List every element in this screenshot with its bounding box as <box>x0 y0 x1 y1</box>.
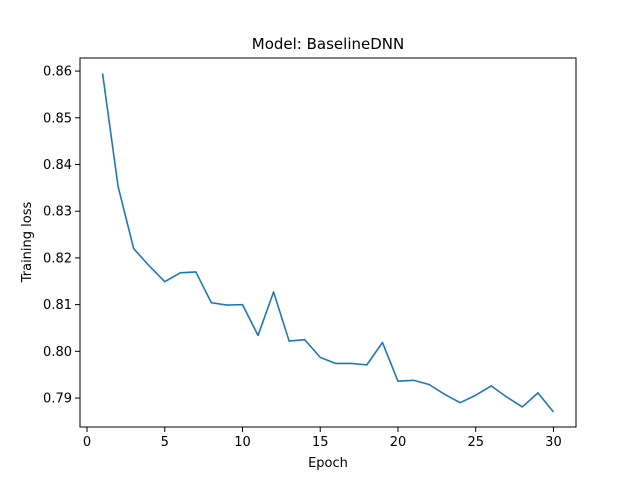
y-tick-label: 0.81 <box>43 298 72 313</box>
y-tick-label: 0.80 <box>43 345 72 360</box>
chart-title: Model: BaselineDNN <box>252 35 404 53</box>
x-axis-label: Epoch <box>308 456 348 471</box>
x-tick-label: 10 <box>234 435 251 450</box>
x-axis: 0 5 10 15 20 25 30 <box>83 427 562 450</box>
x-tick-label: 0 <box>83 435 91 450</box>
y-tick-label: 0.86 <box>43 65 72 80</box>
x-tick-label: 5 <box>161 435 169 450</box>
x-tick-label: 20 <box>390 435 407 450</box>
y-tick-label: 0.85 <box>43 111 72 126</box>
y-tick-label: 0.79 <box>43 392 72 407</box>
y-axis-label: Training loss <box>20 202 35 284</box>
series-line <box>101 73 555 413</box>
x-tick-label: 25 <box>467 435 484 450</box>
y-tick-label: 0.83 <box>43 205 72 220</box>
y-axis: 0.79 0.80 0.81 0.82 0.83 0.84 0.85 0.86 <box>43 65 80 407</box>
y-tick-label: 0.84 <box>43 158 72 173</box>
y-tick-label: 0.82 <box>43 251 72 266</box>
x-tick-label: 15 <box>312 435 329 450</box>
x-tick-label: 30 <box>545 435 562 450</box>
plot-frame <box>79 57 577 428</box>
